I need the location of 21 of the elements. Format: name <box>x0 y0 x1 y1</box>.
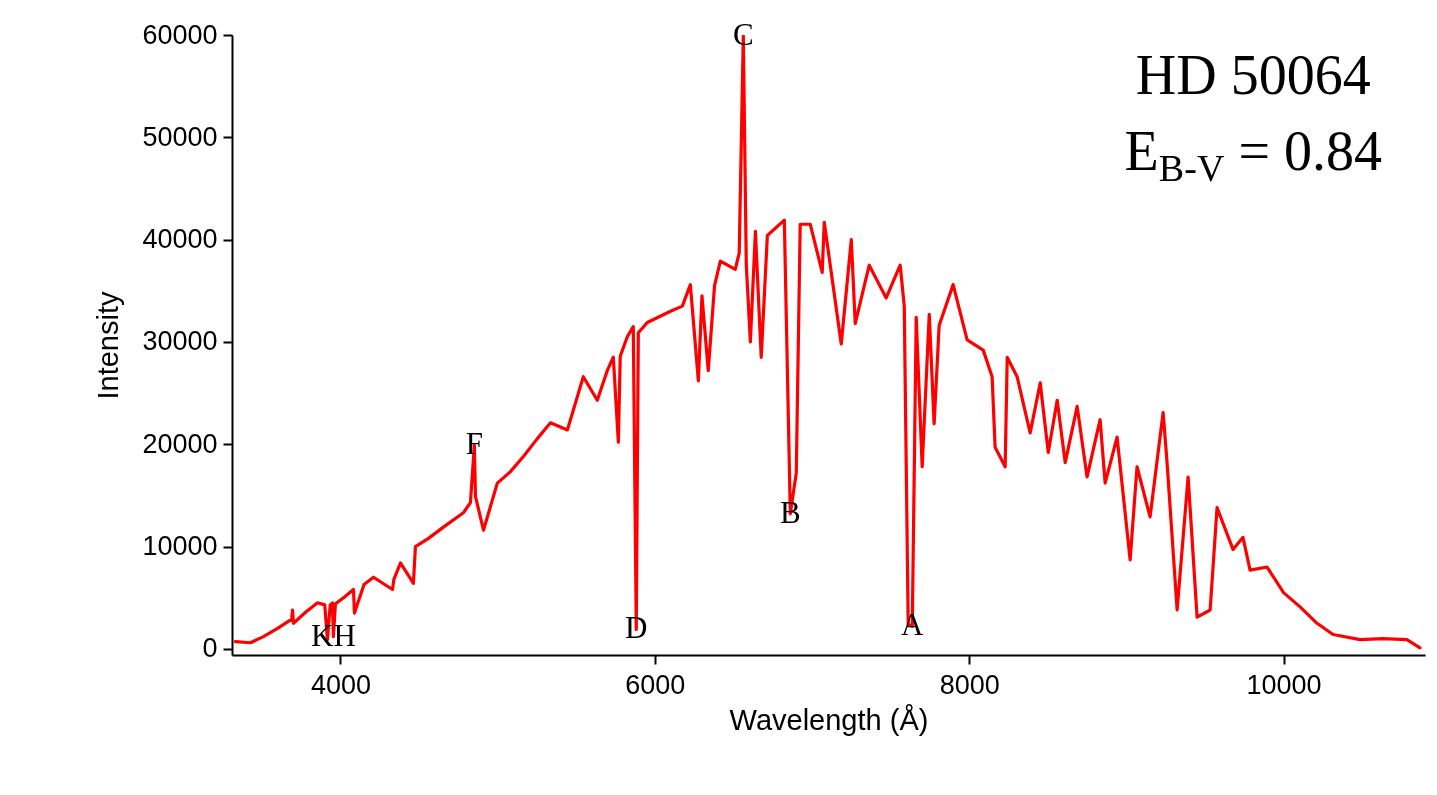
annotation: A <box>901 607 925 643</box>
y-axis-title: Intensity <box>92 291 125 400</box>
y-tick-label: 60000 <box>142 19 218 50</box>
x-tick-label: 4000 <box>310 669 371 700</box>
y-tick-label: 0 <box>202 633 218 664</box>
annotation: B <box>779 494 801 530</box>
y-tick-label: 50000 <box>142 121 218 152</box>
annotation: D <box>625 610 648 646</box>
x-tick-label: 10000 <box>1246 669 1322 700</box>
y-tick-label: 10000 <box>142 531 218 562</box>
y-tick-label: 30000 <box>142 326 218 357</box>
y-tick-label: 40000 <box>142 224 218 255</box>
x-tick-label: 6000 <box>625 669 686 700</box>
annotation: HD 50064 <box>1134 43 1372 108</box>
x-tick-label: 8000 <box>939 669 1000 700</box>
annotation: C <box>732 17 754 53</box>
annotation: F <box>465 426 483 462</box>
x-axis-title: Wavelength (Å) <box>729 703 929 736</box>
y-tick-label: 20000 <box>142 428 218 459</box>
annotation: E$_{B-V}$ = 0.84 <box>1124 118 1382 191</box>
annotation: KH <box>310 617 356 653</box>
